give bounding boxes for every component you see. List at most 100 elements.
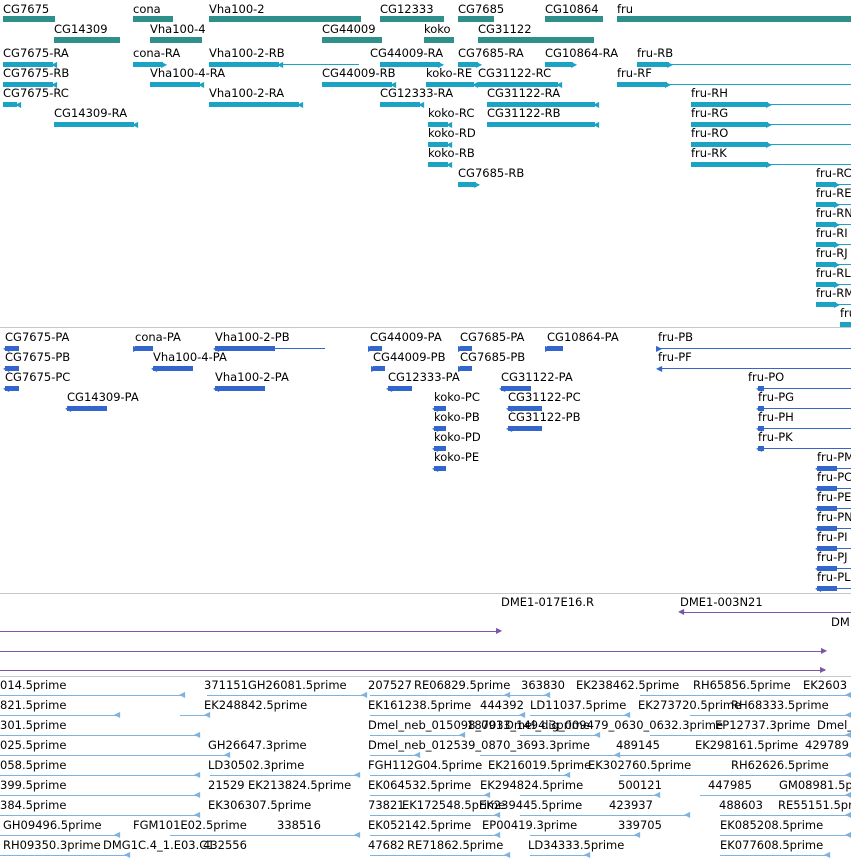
est-line-alignment-19[interactable]	[210, 775, 360, 776]
transcript-feature-vha100-2-ra[interactable]	[209, 102, 299, 107]
transcript-feature-fru-re[interactable]	[816, 202, 836, 207]
transcript-feature-cg44009-ra[interactable]	[380, 62, 440, 67]
est-line-alignment-15[interactable]	[370, 755, 420, 756]
gene-feature-cg31122[interactable]	[478, 37, 594, 43]
est-line-alignment-36[interactable]	[370, 855, 510, 856]
est-line-alignment-7[interactable]	[370, 715, 525, 716]
est-line-alignment-38[interactable]	[720, 855, 830, 856]
protein-feature-cg44009-pa[interactable]	[370, 346, 382, 351]
est-line-alignment-24[interactable]	[520, 795, 660, 796]
transcript-feature-cg12333-ra[interactable]	[380, 102, 420, 107]
est-line-alignment-12[interactable]	[520, 735, 600, 736]
transcript-line-fru-rb[interactable]	[637, 64, 851, 65]
est-line-alignment-28[interactable]	[520, 815, 690, 816]
transcript-feature-fru[interactable]	[840, 322, 851, 327]
transcript-feature-cg7685-ra[interactable]	[458, 62, 478, 67]
transcript-feature-vha100-2-rb[interactable]	[209, 62, 279, 67]
transcript-feature-cg7675-rc[interactable]	[3, 102, 17, 107]
protein-feature-fru-pn[interactable]	[817, 526, 837, 531]
protein-feature-fru-pj[interactable]	[817, 566, 837, 571]
protein-feature-fru-pk[interactable]	[758, 446, 764, 451]
protein-feature-koko-pd[interactable]	[434, 446, 446, 451]
protein-feature-vha100-2-pb[interactable]	[215, 346, 275, 351]
transcript-feature-fru-rb[interactable]	[637, 62, 669, 67]
est-line-alignment-6[interactable]	[180, 715, 210, 716]
est-line-alignment-14[interactable]	[0, 755, 230, 756]
protein-feature-fru-pe[interactable]	[817, 506, 837, 511]
clone-line-dme1-017e16-r[interactable]	[0, 631, 500, 632]
transcript-feature-koko-re[interactable]	[426, 82, 474, 87]
gene-feature-vha100-2[interactable]	[209, 16, 361, 22]
clone-line-dm[interactable]	[0, 651, 825, 652]
protein-feature-fru-pc[interactable]	[817, 486, 837, 491]
transcript-feature-fru-ri[interactable]	[816, 242, 836, 247]
protein-feature-koko-pc[interactable]	[434, 406, 446, 411]
transcript-feature-cg7675-ra[interactable]	[3, 62, 53, 67]
est-line-alignment-4[interactable]	[640, 695, 851, 696]
est-line-alignment-8[interactable]	[530, 715, 630, 716]
gene-feature-vha100-4[interactable]	[150, 37, 202, 43]
est-line-alignment-16[interactable]	[480, 755, 620, 756]
gene-feature-cg7685[interactable]	[458, 16, 494, 22]
transcript-feature-fru-rj[interactable]	[816, 262, 836, 267]
protein-feature-cg14309-pa[interactable]	[67, 406, 107, 411]
clone-line-dme1-003n21[interactable]	[680, 612, 851, 613]
transcript-line-vha100-2-rb[interactable]	[209, 64, 359, 65]
protein-feature-vha100-4-pa[interactable]	[153, 366, 193, 371]
transcript-feature-fru-rk[interactable]	[691, 162, 768, 167]
transcript-line-fru-rh[interactable]	[691, 104, 851, 105]
transcript-feature-cona-ra[interactable]	[133, 62, 163, 67]
est-line-alignment-35[interactable]	[0, 855, 130, 856]
protein-feature-fru-ph[interactable]	[758, 426, 764, 431]
est-line-alignment-26[interactable]	[0, 815, 200, 816]
est-line-alignment-27[interactable]	[370, 815, 500, 816]
est-line-alignment-32[interactable]	[370, 835, 500, 836]
gene-feature-cg14309[interactable]	[54, 37, 120, 43]
protein-feature-fru-pi[interactable]	[817, 546, 837, 551]
transcript-feature-fru-rc[interactable]	[816, 182, 836, 187]
est-line-alignment-0[interactable]	[0, 695, 185, 696]
transcript-feature-vha100-4-ra[interactable]	[150, 82, 200, 87]
protein-feature-cg31122-pa[interactable]	[501, 386, 531, 391]
transcript-feature-cg14309-ra[interactable]	[54, 122, 134, 127]
est-line-alignment-25[interactable]	[700, 795, 851, 796]
transcript-feature-cg7675-rb[interactable]	[3, 82, 53, 87]
est-line-alignment-13[interactable]	[650, 735, 851, 736]
protein-feature-cg7675-pb[interactable]	[5, 366, 19, 371]
transcript-feature-fru-ro[interactable]	[691, 142, 768, 147]
est-line-alignment-33[interactable]	[530, 835, 640, 836]
protein-line-fru-po[interactable]	[758, 388, 851, 389]
transcript-feature-fru-rg[interactable]	[691, 122, 768, 127]
gene-feature-koko[interactable]	[424, 37, 454, 43]
est-line-alignment-2[interactable]	[370, 695, 510, 696]
protein-feature-fru-po[interactable]	[758, 386, 764, 391]
transcript-line-fru-rk[interactable]	[691, 164, 851, 165]
transcript-line-fru-rf[interactable]	[617, 84, 851, 85]
protein-feature-fru-pg[interactable]	[758, 406, 764, 411]
est-line-alignment-37[interactable]	[530, 855, 590, 856]
est-line-alignment-31[interactable]	[170, 835, 360, 836]
transcript-feature-fru-rh[interactable]	[691, 102, 768, 107]
transcript-feature-cg10864-ra[interactable]	[545, 62, 573, 67]
clone-line-extra-clone[interactable]	[0, 670, 825, 671]
protein-feature-cona-pa[interactable]	[135, 346, 153, 351]
protein-feature-cg10864-pa[interactable]	[547, 346, 563, 351]
est-line-alignment-1[interactable]	[207, 695, 367, 696]
est-line-alignment-30[interactable]	[0, 835, 120, 836]
est-line-alignment-17[interactable]	[620, 755, 851, 756]
transcript-feature-cg31122-rc[interactable]	[478, 82, 558, 87]
est-line-alignment-10[interactable]	[0, 735, 200, 736]
gene-feature-cg10864[interactable]	[545, 16, 603, 22]
protein-line-fru-pg[interactable]	[758, 408, 851, 409]
transcript-feature-cg31122-rb[interactable]	[487, 122, 595, 127]
protein-feature-fru-pm[interactable]	[817, 466, 837, 471]
protein-line-fru-pb[interactable]	[658, 348, 851, 349]
transcript-feature-koko-rc[interactable]	[428, 122, 448, 127]
est-line-alignment-20[interactable]	[370, 775, 570, 776]
transcript-feature-cg44009-rb[interactable]	[322, 82, 392, 87]
protein-line-fru-pf[interactable]	[658, 368, 851, 369]
est-line-alignment-11[interactable]	[370, 735, 465, 736]
protein-feature-cg7685-pa[interactable]	[460, 346, 472, 351]
est-line-alignment-18[interactable]	[0, 775, 200, 776]
